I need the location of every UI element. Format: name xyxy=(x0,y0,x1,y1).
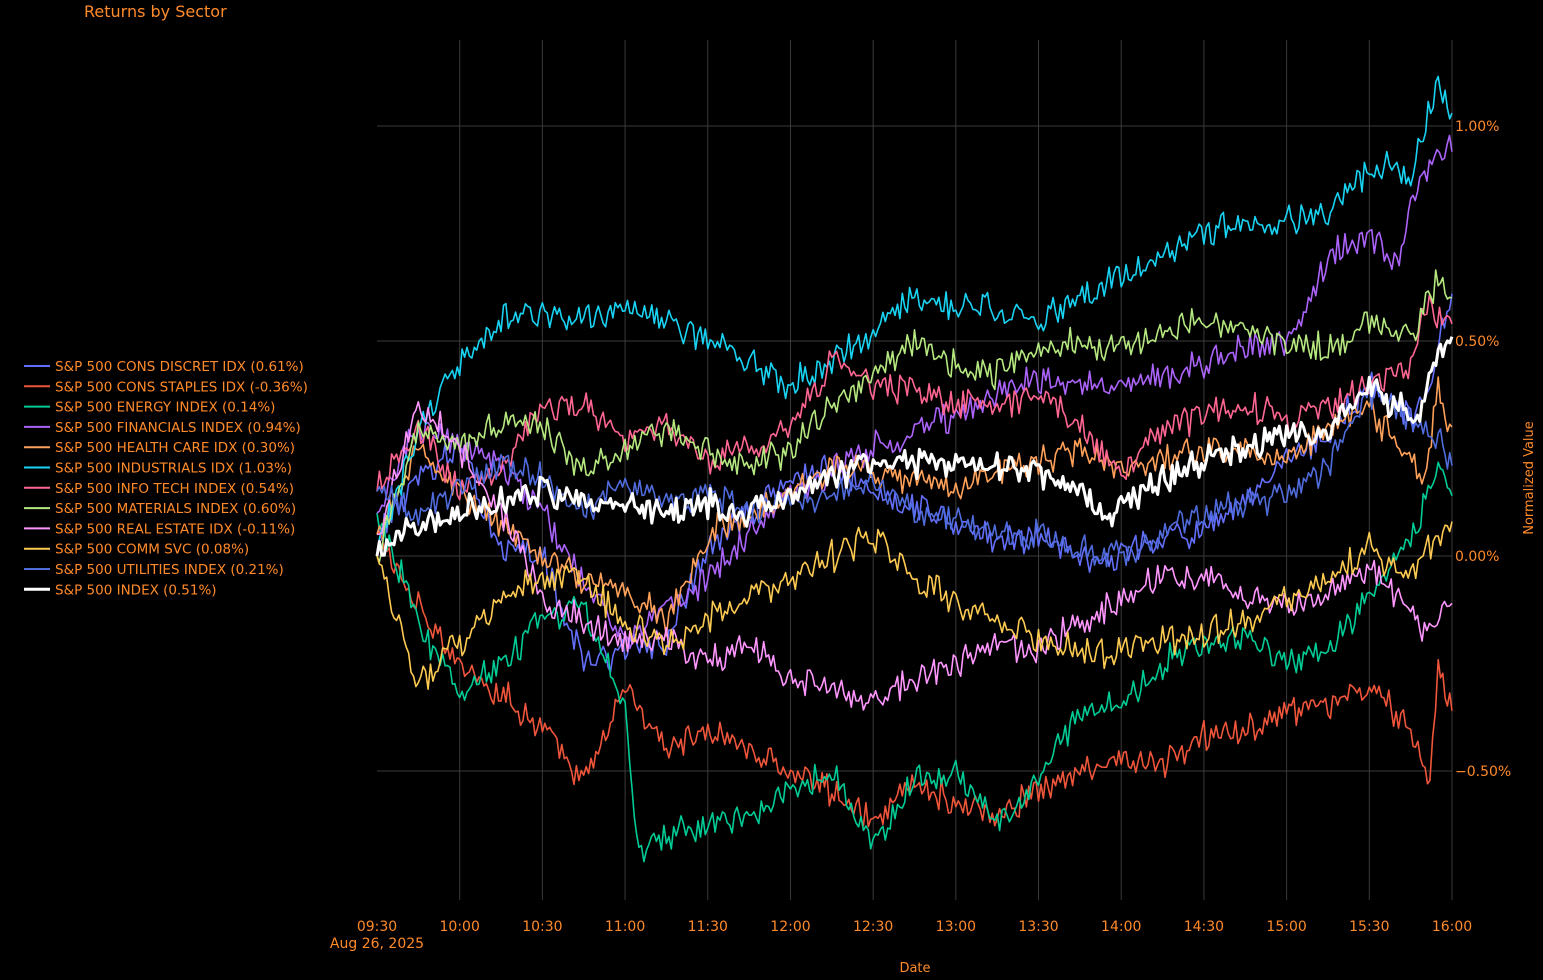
x-tick-label: 15:00 xyxy=(1266,919,1306,935)
legend-item-label[interactable]: S&P 500 ENERGY INDEX (0.14%) xyxy=(55,400,275,416)
x-tick-label: 11:00 xyxy=(605,919,645,935)
legend-item-label[interactable]: S&P 500 UTILITIES INDEX (0.21%) xyxy=(55,562,284,578)
series-line xyxy=(376,401,1453,711)
series-line xyxy=(376,269,1453,563)
x-tick-label: 14:00 xyxy=(1101,919,1141,935)
series-line xyxy=(375,336,1454,557)
legend-item-label[interactable]: S&P 500 INFO TECH INDEX (0.54%) xyxy=(55,481,294,497)
x-tick-label: 16:00 xyxy=(1432,919,1472,935)
series-line xyxy=(376,530,1453,828)
legend-item-label[interactable]: S&P 500 COMM SVC (0.08%) xyxy=(55,542,249,558)
x-tick-label: 09:30 xyxy=(357,919,397,935)
y-axis-title: Normalized Value xyxy=(1522,421,1537,535)
y-tick-label: 0.00% xyxy=(1455,549,1499,565)
x-tick-label: 10:00 xyxy=(440,919,480,935)
y-tick-label: 0.50% xyxy=(1455,334,1499,350)
y-axis-ticks: 1.00% 0.50% 0.00% −0.50% xyxy=(1455,119,1511,780)
legend-item-label[interactable]: S&P 500 MATERIALS INDEX (0.60%) xyxy=(55,501,296,517)
x-tick-label: 12:30 xyxy=(853,919,893,935)
y-tick-label: 1.00% xyxy=(1455,119,1499,135)
x-axis-date-label: Aug 26, 2025 xyxy=(330,936,424,952)
x-tick-label: 15:30 xyxy=(1349,919,1389,935)
legend-item-label[interactable]: S&P 500 INDUSTRIALS IDX (1.03%) xyxy=(55,461,292,477)
series-line xyxy=(376,75,1453,557)
legend-item-label[interactable]: S&P 500 CONS DISCRET IDX (0.61%) xyxy=(55,359,304,375)
x-tick-label: 11:30 xyxy=(688,919,728,935)
legend-item-label[interactable]: S&P 500 INDEX (0.51%) xyxy=(55,582,217,598)
legend: S&P 500 CONS DISCRET IDX (0.61%) S&P 500 … xyxy=(24,359,308,598)
x-axis-title: Date xyxy=(899,961,930,976)
series-line xyxy=(376,521,1453,690)
x-tick-label: 14:30 xyxy=(1184,919,1224,935)
x-tick-label: 13:30 xyxy=(1018,919,1058,935)
y-tick-label: −0.50% xyxy=(1455,764,1511,780)
x-tick-label: 12:00 xyxy=(770,919,810,935)
series-layer xyxy=(375,75,1454,863)
chart-grid xyxy=(377,40,1453,900)
legend-item-label[interactable]: S&P 500 FINANCIALS INDEX (0.94%) xyxy=(55,420,301,436)
x-tick-label: 13:00 xyxy=(936,919,976,935)
x-tick-label: 10:30 xyxy=(522,919,562,935)
series-line xyxy=(376,381,1453,568)
legend-item-label[interactable]: S&P 500 CONS STAPLES IDX (-0.36%) xyxy=(55,379,308,395)
chart-title: Returns by Sector xyxy=(84,2,227,21)
legend-item-label[interactable]: S&P 500 HEALTH CARE IDX (0.30%) xyxy=(55,440,295,456)
series-line xyxy=(376,294,1453,501)
x-axis-ticks: 09:30 10:00 10:30 11:00 11:30 12:00 12:30 13:00… xyxy=(357,919,1472,935)
legend-item-label[interactable]: S&P 500 REAL ESTATE IDX (-0.11%) xyxy=(55,521,295,537)
